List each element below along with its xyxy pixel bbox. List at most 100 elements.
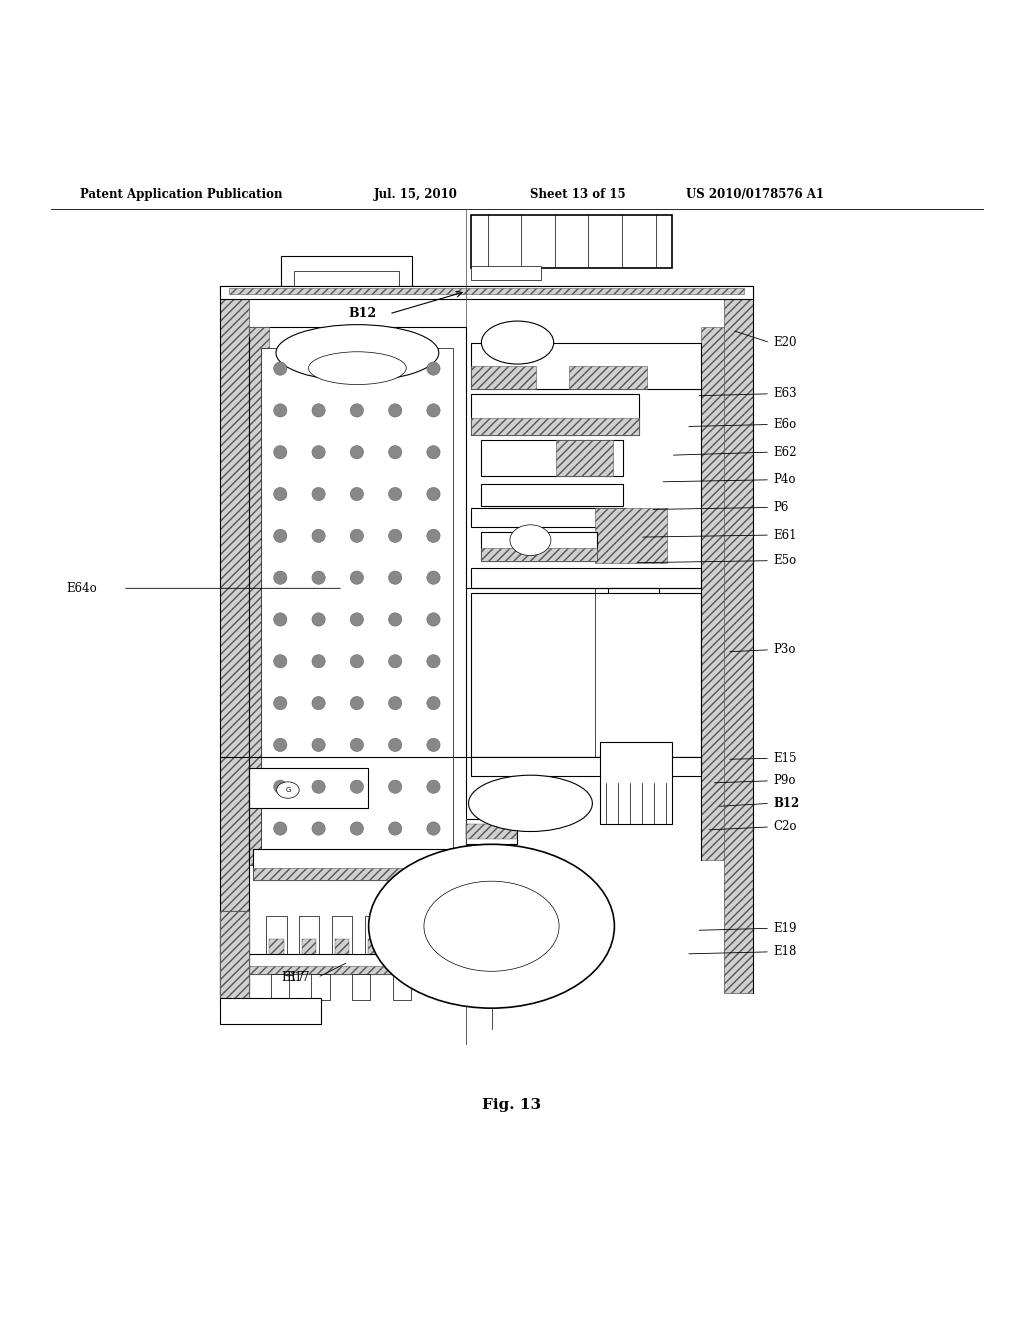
Circle shape — [350, 362, 364, 375]
Bar — [282, 256, 412, 286]
Circle shape — [350, 487, 364, 500]
Bar — [556, 440, 613, 475]
Text: E63: E63 — [773, 387, 797, 400]
Circle shape — [427, 529, 440, 543]
Bar — [332, 916, 352, 962]
Circle shape — [312, 780, 326, 793]
Bar — [270, 974, 289, 1001]
Text: Jul. 15, 2010: Jul. 15, 2010 — [374, 187, 458, 201]
Circle shape — [388, 780, 401, 793]
Circle shape — [273, 780, 287, 793]
Bar — [220, 286, 753, 298]
Circle shape — [350, 697, 364, 710]
Circle shape — [350, 822, 364, 836]
Text: Patent Application Publication: Patent Application Publication — [80, 187, 283, 201]
Bar — [481, 532, 597, 561]
Circle shape — [273, 738, 287, 751]
Circle shape — [312, 404, 326, 417]
Circle shape — [427, 404, 440, 417]
Circle shape — [350, 446, 364, 459]
Text: B12: B12 — [348, 308, 376, 321]
Bar — [569, 366, 646, 388]
Bar — [249, 327, 466, 865]
Ellipse shape — [469, 775, 592, 832]
Circle shape — [312, 738, 326, 751]
Circle shape — [427, 738, 440, 751]
Circle shape — [312, 572, 326, 585]
Bar — [392, 974, 411, 1001]
Circle shape — [312, 529, 326, 543]
Circle shape — [427, 362, 440, 375]
Bar — [471, 418, 639, 434]
Bar — [471, 215, 673, 268]
Ellipse shape — [276, 781, 299, 799]
Text: E20: E20 — [773, 337, 797, 348]
Bar — [220, 286, 249, 993]
Bar — [481, 440, 624, 475]
Circle shape — [350, 738, 364, 751]
Circle shape — [273, 655, 287, 668]
Bar — [249, 954, 466, 974]
Bar — [228, 288, 744, 294]
Bar — [269, 939, 284, 962]
Circle shape — [388, 529, 401, 543]
Circle shape — [427, 822, 440, 836]
Text: Fig. 13: Fig. 13 — [482, 1098, 542, 1113]
Bar — [311, 974, 330, 1001]
Circle shape — [388, 612, 401, 626]
Circle shape — [273, 697, 287, 710]
Circle shape — [273, 612, 287, 626]
Circle shape — [312, 697, 326, 710]
Circle shape — [273, 362, 287, 375]
Bar — [249, 327, 269, 865]
Text: P9o: P9o — [773, 775, 796, 787]
Bar — [253, 867, 462, 880]
Bar — [253, 850, 462, 880]
Circle shape — [273, 822, 287, 836]
Bar — [365, 916, 385, 962]
Ellipse shape — [369, 845, 614, 1008]
Text: E17: E17 — [287, 972, 310, 983]
Text: P4o: P4o — [773, 474, 796, 486]
Circle shape — [427, 697, 440, 710]
Circle shape — [273, 487, 287, 500]
Bar — [220, 911, 249, 1003]
Circle shape — [350, 780, 364, 793]
Text: E18: E18 — [773, 945, 797, 958]
Bar — [724, 286, 753, 993]
Circle shape — [273, 529, 287, 543]
Bar — [249, 767, 369, 808]
Circle shape — [312, 655, 326, 668]
Circle shape — [388, 655, 401, 668]
Bar — [471, 758, 701, 776]
Circle shape — [427, 780, 440, 793]
Text: C2o: C2o — [773, 821, 797, 833]
Circle shape — [427, 446, 440, 459]
Text: E61: E61 — [773, 528, 797, 541]
Text: B12: B12 — [773, 797, 800, 810]
Bar — [335, 939, 349, 962]
Circle shape — [427, 572, 440, 585]
Ellipse shape — [518, 531, 543, 549]
Bar — [352, 974, 371, 1001]
Bar — [471, 594, 701, 758]
Ellipse shape — [424, 882, 559, 972]
Ellipse shape — [275, 325, 438, 381]
Circle shape — [350, 572, 364, 585]
Circle shape — [388, 446, 401, 459]
Circle shape — [427, 487, 440, 500]
Ellipse shape — [481, 321, 554, 364]
Bar — [220, 911, 249, 1003]
Bar — [600, 742, 673, 824]
Text: E62: E62 — [773, 446, 797, 458]
Ellipse shape — [510, 525, 551, 556]
Bar — [481, 484, 624, 507]
Bar — [471, 366, 536, 388]
Circle shape — [350, 529, 364, 543]
Text: E19: E19 — [773, 921, 797, 935]
Bar — [299, 916, 319, 962]
Bar — [368, 939, 382, 962]
Bar — [471, 267, 542, 280]
Bar — [220, 998, 321, 1023]
Text: P6: P6 — [773, 500, 788, 513]
